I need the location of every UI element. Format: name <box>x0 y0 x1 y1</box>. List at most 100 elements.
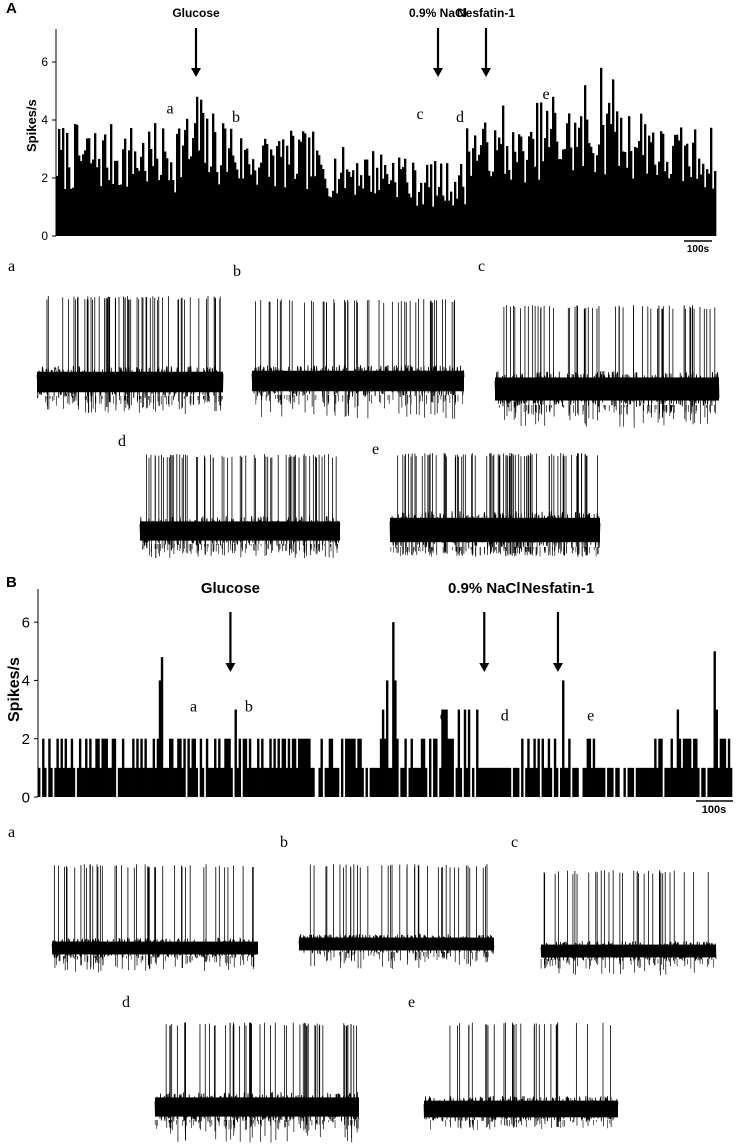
histogram-bar <box>660 738 663 797</box>
histogram-bar <box>94 133 97 236</box>
histogram-bar <box>171 738 174 797</box>
histogram-bar <box>226 171 229 236</box>
histogram-bar <box>650 767 653 797</box>
histogram-bar <box>422 738 426 797</box>
histogram-bar <box>279 767 282 797</box>
histogram-bar <box>78 738 82 797</box>
histogram-bar <box>670 173 673 236</box>
histogram-bar <box>326 767 330 797</box>
histogram-bar <box>300 141 303 236</box>
histogram-bar <box>340 738 344 797</box>
histogram-bar <box>168 180 171 236</box>
histogram-bar <box>240 138 243 236</box>
point-label: e <box>542 86 549 103</box>
histogram-bar <box>517 767 520 797</box>
histogram-bar <box>345 738 348 797</box>
histogram-bar <box>302 738 305 797</box>
y-tick-label: 6 <box>22 614 30 631</box>
histogram-bar <box>700 174 703 236</box>
histogram-bar <box>537 738 540 797</box>
histogram-bar <box>674 134 677 236</box>
histogram-bar <box>582 165 585 236</box>
histogram-bar <box>198 150 201 236</box>
histogram-bar <box>296 173 299 236</box>
histogram-bar <box>524 182 527 236</box>
histogram-bar <box>424 767 428 797</box>
histogram-bar <box>560 767 563 797</box>
histogram-bar <box>416 767 420 797</box>
histogram-bar <box>526 159 529 236</box>
histogram-bar <box>298 139 301 236</box>
histogram-bar <box>596 155 599 236</box>
histogram-bar <box>314 176 317 236</box>
histogram-bar <box>56 175 59 236</box>
histogram-bar <box>430 164 433 236</box>
histogram-bar <box>228 738 231 797</box>
histogram-bar <box>394 680 397 797</box>
histogram-bar <box>134 151 137 236</box>
histogram-bar <box>150 767 153 797</box>
histogram-bar <box>535 767 538 797</box>
histogram-bar <box>457 709 461 797</box>
histogram-bar <box>154 767 158 797</box>
histogram-bar <box>488 767 491 797</box>
histogram-bar <box>390 180 393 236</box>
histogram-bar <box>486 142 489 236</box>
histogram-bar <box>609 767 612 797</box>
histogram-bar <box>512 767 516 797</box>
histogram-bar <box>85 738 88 797</box>
point-label: c <box>440 707 447 724</box>
histogram-bar <box>138 170 141 236</box>
histogram-bar <box>382 178 385 236</box>
histogram-bar <box>480 145 483 236</box>
histogram-bar <box>110 124 113 236</box>
histogram-bar <box>355 767 358 797</box>
histogram-bar <box>324 178 327 236</box>
histogram-bar <box>236 169 239 236</box>
histogram-bar <box>388 183 391 236</box>
histogram-bar <box>459 767 463 797</box>
histogram-bar <box>704 187 707 236</box>
histogram-bar <box>496 767 499 797</box>
histogram-bar <box>670 738 673 797</box>
histogram-bar <box>432 206 435 236</box>
histogram-bar <box>192 138 195 236</box>
histogram-bar <box>166 158 169 236</box>
histogram-bar <box>454 181 457 236</box>
histogram-bar <box>104 134 107 236</box>
histogram-bar <box>592 153 595 236</box>
histogram-bar <box>310 767 313 797</box>
histogram-bar <box>66 132 69 236</box>
histogram-bar <box>594 767 598 797</box>
histogram-bar <box>688 738 692 797</box>
histogram-bar <box>224 738 227 797</box>
histogram-bar <box>654 738 657 797</box>
histogram-bar <box>80 767 84 797</box>
histogram-bar <box>121 738 125 797</box>
histogram-bar <box>209 767 213 797</box>
trace-label-a-d: d <box>118 433 126 450</box>
histogram-bar <box>406 182 409 236</box>
histogram-bar <box>600 67 603 236</box>
histogram-bar <box>199 738 203 797</box>
histogram-bar <box>320 738 323 797</box>
histogram-bar <box>640 113 643 236</box>
histogram-bar <box>697 767 700 797</box>
histogram-bar <box>290 130 293 236</box>
histogram-bar <box>626 167 629 236</box>
histogram-bar <box>98 158 101 236</box>
histogram-bar <box>412 162 415 236</box>
histogram-bar <box>332 190 335 236</box>
histogram-bar <box>280 156 283 236</box>
histogram-bar <box>109 767 113 797</box>
histogram-bar <box>574 767 577 797</box>
histogram-bar <box>264 138 267 236</box>
histogram-bar <box>521 738 524 797</box>
histogram-bar <box>202 112 205 236</box>
histogram-bar <box>510 179 513 236</box>
histogram-bar <box>376 167 379 236</box>
histogram-bar <box>614 131 617 236</box>
histogram-bar <box>604 174 607 236</box>
histogram-bar <box>372 151 375 236</box>
